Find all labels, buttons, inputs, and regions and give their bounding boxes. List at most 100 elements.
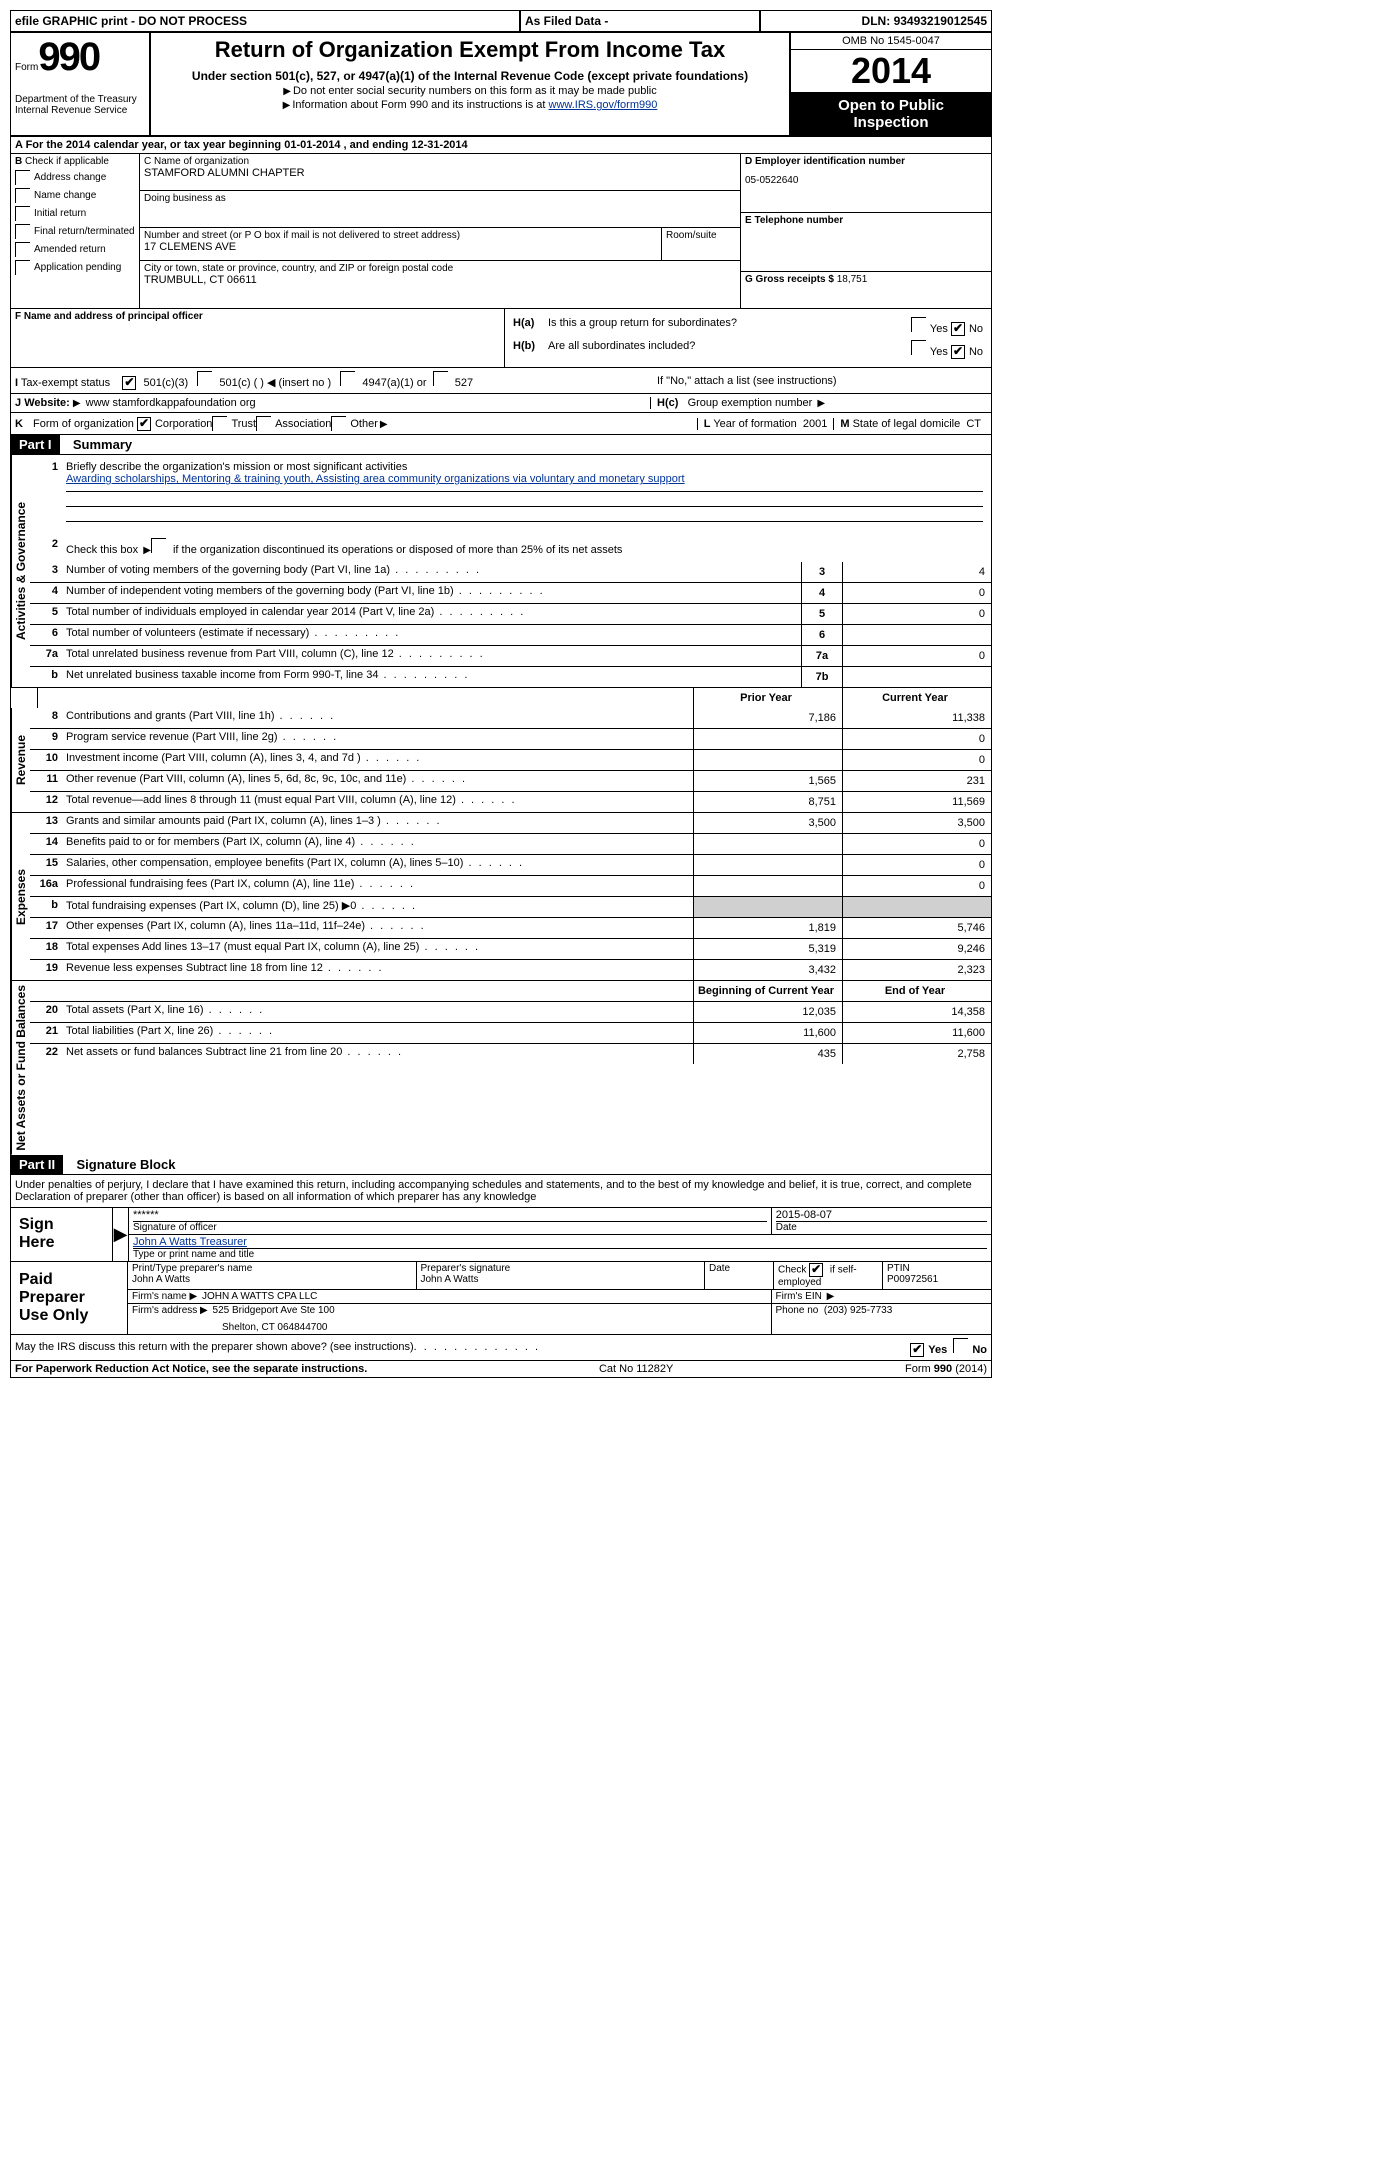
form-number-block: Form990 bbox=[15, 35, 145, 80]
summary-row: 6Total number of volunteers (estimate if… bbox=[30, 625, 991, 646]
net-assets-header-section: Net Assets or Fund Balances Beginning of… bbox=[11, 981, 991, 1155]
hb-note: If "No," attach a list (see instructions… bbox=[657, 375, 987, 387]
ha-no-checkbox[interactable] bbox=[951, 322, 965, 336]
chk-association[interactable] bbox=[256, 416, 271, 431]
paid-preparer-section: Paid Preparer Use Only Print/Type prepar… bbox=[11, 1262, 991, 1335]
note-info: Information about Form 990 and its instr… bbox=[159, 99, 781, 111]
discuss-yes-checkbox[interactable] bbox=[910, 1343, 924, 1357]
summary-row: 19Revenue less expenses Subtract line 18… bbox=[30, 960, 991, 980]
chk-discontinued[interactable] bbox=[151, 538, 166, 553]
preparer-sig-field: Preparer's signature John A Watts bbox=[417, 1262, 706, 1289]
street-row: Number and street (or P O box if mail is… bbox=[140, 228, 740, 261]
year-formation: 2001 bbox=[803, 418, 827, 430]
org-name: STAMFORD ALUMNI CHAPTER bbox=[144, 167, 736, 179]
governance-rows: 3Number of voting members of the governi… bbox=[30, 562, 991, 687]
chk-initial-return[interactable]: Initial return bbox=[15, 206, 135, 221]
chk-trust[interactable] bbox=[212, 416, 227, 431]
col-header-section: Prior Year Current Year bbox=[11, 688, 991, 708]
chk-corporation[interactable] bbox=[137, 417, 151, 431]
form-number: 990 bbox=[38, 35, 99, 79]
part-1-badge: Part I bbox=[11, 435, 60, 454]
sign-here-label: Sign Here bbox=[11, 1208, 113, 1261]
mission-text: Awarding scholarships, Mentoring & train… bbox=[66, 473, 685, 485]
ha-yes-checkbox[interactable] bbox=[911, 317, 926, 332]
part-1-header-row: Part I Summary bbox=[11, 435, 991, 455]
f-h-row: F Name and address of principal officer … bbox=[11, 309, 991, 368]
chk-final-return[interactable]: Final return/terminated bbox=[15, 224, 135, 239]
omb-number: OMB No 1545-0047 bbox=[791, 33, 991, 50]
ein-value: 05-0522640 bbox=[745, 175, 987, 186]
ptin-field: PTIN P00972561 bbox=[883, 1262, 991, 1289]
summary-row: 20Total assets (Part X, line 16) . . . .… bbox=[30, 1002, 991, 1023]
preparer-date-field: Date bbox=[705, 1262, 774, 1289]
dln-value: 93493219012545 bbox=[894, 14, 987, 28]
form-subtitle: Under section 501(c), 527, or 4947(a)(1)… bbox=[159, 69, 781, 83]
summary-row: 15Salaries, other compensation, employee… bbox=[30, 855, 991, 876]
summary-row: 21Total liabilities (Part X, line 26) . … bbox=[30, 1023, 991, 1044]
row-j-website: J Website: www stamfordkappafoundation o… bbox=[11, 394, 991, 413]
chk-527[interactable] bbox=[433, 371, 448, 386]
officer-signature-field: ****** Signature of officer bbox=[129, 1208, 772, 1234]
as-filed-data: As Filed Data - bbox=[521, 11, 761, 31]
paid-preparer-label: Paid Preparer Use Only bbox=[11, 1262, 128, 1334]
column-c-org-info: C Name of organization STAMFORD ALUMNI C… bbox=[140, 154, 741, 308]
h-section: H(a) Is this a group return for subordin… bbox=[505, 309, 991, 367]
irs-gov-link[interactable]: www.IRS.gov/form990 bbox=[549, 99, 658, 111]
row-k-form-org: K Form of organization Corporation Trust… bbox=[11, 413, 991, 435]
chk-amended-return[interactable]: Amended return bbox=[15, 242, 135, 257]
chk-address-change[interactable]: Address change bbox=[15, 170, 135, 185]
summary-row: 4Number of independent voting members of… bbox=[30, 583, 991, 604]
efile-notice: efile GRAPHIC print - DO NOT PROCESS bbox=[11, 11, 521, 31]
chk-application-pending[interactable]: Application pending bbox=[15, 260, 135, 275]
form-word: Form bbox=[15, 62, 38, 73]
form-990-container: efile GRAPHIC print - DO NOT PROCESS As … bbox=[10, 10, 992, 1378]
hb-no-checkbox[interactable] bbox=[951, 345, 965, 359]
chk-501c[interactable] bbox=[197, 371, 212, 386]
city-state-zip: TRUMBULL, CT 06611 bbox=[144, 274, 736, 286]
dln-label: DLN: bbox=[862, 14, 891, 28]
sign-here-section: Sign Here ▶ ****** Signature of officer … bbox=[11, 1208, 991, 1262]
summary-row: bNet unrelated business taxable income f… bbox=[30, 667, 991, 687]
mission-block: 1 Briefly describe the organization's mi… bbox=[30, 455, 991, 562]
end-year-header: End of Year bbox=[842, 981, 991, 1001]
discuss-row: May the IRS discuss this return with the… bbox=[11, 1335, 991, 1361]
sign-arrow-icon: ▶ bbox=[113, 1208, 129, 1261]
chk-4947[interactable] bbox=[340, 371, 355, 386]
summary-row: 18Total expenses Add lines 13–17 (must e… bbox=[30, 939, 991, 960]
chk-self-employed[interactable] bbox=[809, 1263, 823, 1277]
chk-other[interactable] bbox=[331, 416, 346, 431]
chk-name-change[interactable]: Name change bbox=[15, 188, 135, 203]
governance-label: Activities & Governance bbox=[11, 455, 30, 687]
website-value: www stamfordkappafoundation org bbox=[86, 397, 256, 409]
header-right: OMB No 1545-0047 2014 Open to Public Ins… bbox=[791, 33, 991, 135]
preparer-name-field: Print/Type preparer's name John A Watts bbox=[128, 1262, 417, 1289]
street-address: 17 CLEMENS AVE bbox=[144, 241, 657, 253]
chk-501c3[interactable] bbox=[122, 376, 136, 390]
row-i-tax-exempt: I Tax-exempt status 501(c)(3) 501(c) ( )… bbox=[11, 368, 991, 394]
h-a-line: H(a) Is this a group return for subordin… bbox=[513, 317, 983, 336]
form-header: Form990 Department of the Treasury Inter… bbox=[11, 33, 991, 137]
irs-label: Internal Revenue Service bbox=[15, 105, 145, 116]
summary-row: 12Total revenue—add lines 8 through 11 (… bbox=[30, 792, 991, 812]
org-name-row: C Name of organization STAMFORD ALUMNI C… bbox=[140, 154, 740, 191]
perjury-declaration: Under penalties of perjury, I declare th… bbox=[11, 1175, 991, 1208]
officer-name-field: John A Watts Treasurer Type or print nam… bbox=[129, 1235, 991, 1261]
summary-row: 8Contributions and grants (Part VIII, li… bbox=[30, 708, 991, 729]
dba-row: Doing business as bbox=[140, 191, 740, 228]
discuss-no-checkbox[interactable] bbox=[953, 1338, 968, 1353]
summary-row: 10Investment income (Part VIII, column (… bbox=[30, 750, 991, 771]
firm-ein-field: Firm's EIN bbox=[772, 1290, 992, 1303]
column-b-checkboxes: B Check if applicable Address change Nam… bbox=[11, 154, 140, 308]
gross-receipts: 18,751 bbox=[837, 274, 868, 285]
gross-receipts-row: G Gross receipts $ 18,751 bbox=[741, 272, 991, 308]
paperwork-notice: For Paperwork Reduction Act Notice, see … bbox=[15, 1363, 367, 1375]
info-grid: B Check if applicable Address change Nam… bbox=[11, 154, 991, 309]
hb-yes-checkbox[interactable] bbox=[911, 340, 926, 355]
dept-treasury: Department of the Treasury bbox=[15, 94, 145, 105]
summary-row: 16aProfessional fundraising fees (Part I… bbox=[30, 876, 991, 897]
summary-row: 7aTotal unrelated business revenue from … bbox=[30, 646, 991, 667]
governance-section: Activities & Governance 1 Briefly descri… bbox=[11, 455, 991, 688]
ein-row: D Employer identification number 05-0522… bbox=[741, 154, 991, 213]
summary-row: 9Program service revenue (Part VIII, lin… bbox=[30, 729, 991, 750]
summary-row: 14Benefits paid to or for members (Part … bbox=[30, 834, 991, 855]
